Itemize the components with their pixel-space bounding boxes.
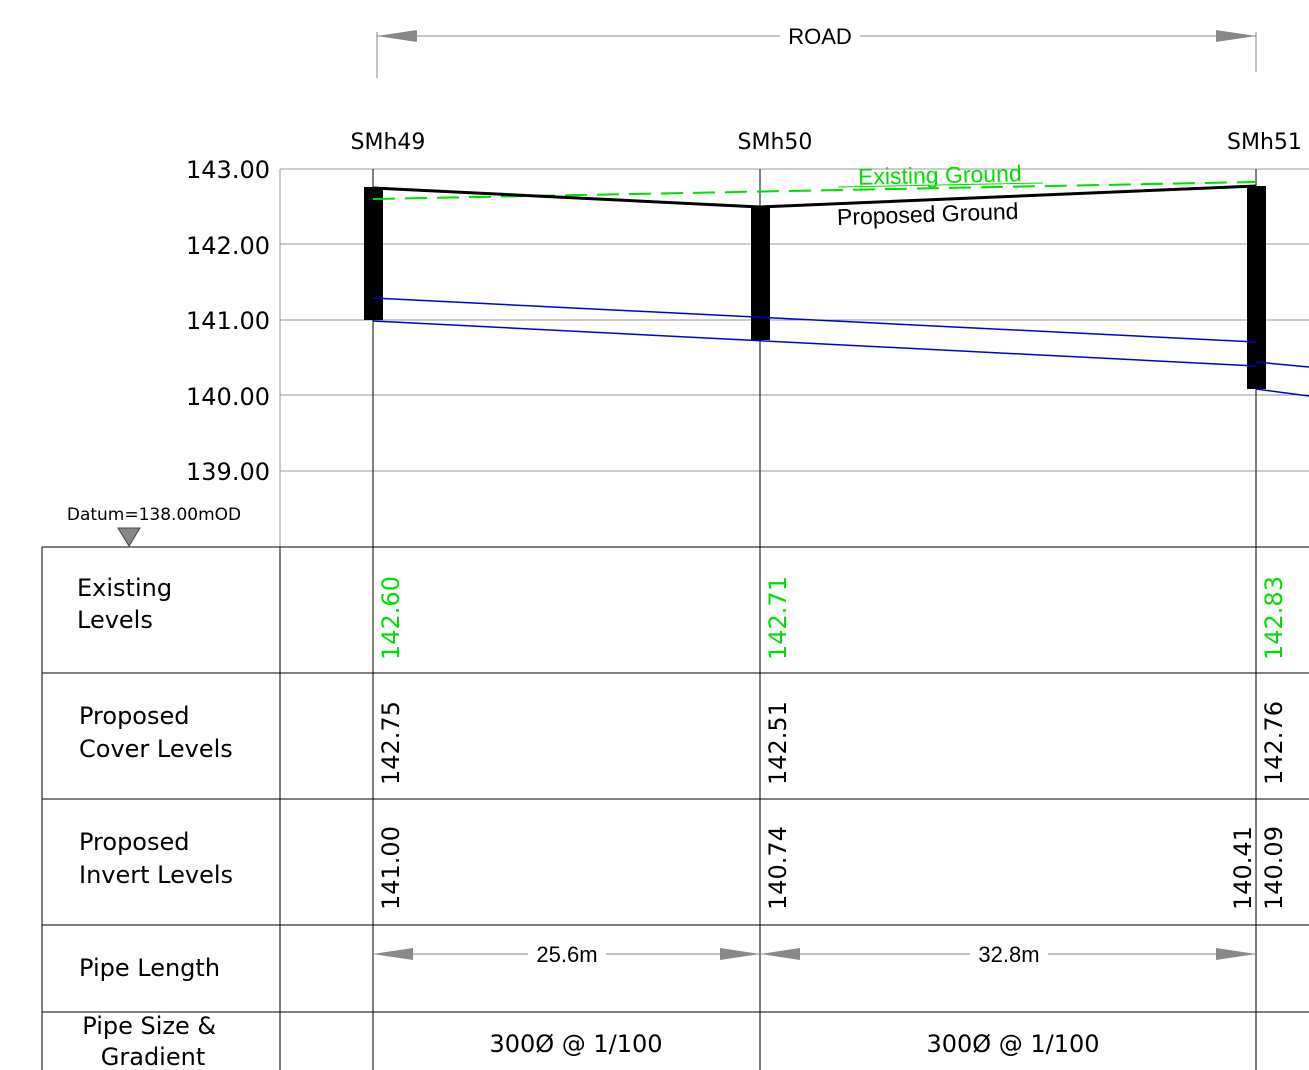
pipe-size-gradient-value: 300Ø @ 1/100 bbox=[489, 1030, 662, 1058]
proposed-ground-line bbox=[372, 184, 1257, 209]
pipe-length-dimension-2: 32.8m bbox=[760, 942, 1256, 967]
manhole-label-smh49: SMh49 bbox=[351, 130, 426, 155]
row-label-pipe-length: Pipe Length bbox=[79, 954, 220, 982]
row-label-pipe-size-gradient: Pipe Size & Gradient bbox=[82, 1012, 224, 1070]
elevation-grid bbox=[279, 168, 1309, 547]
manhole-chamber-smh51 bbox=[1247, 186, 1266, 389]
invert-level-value: 140.41 bbox=[1229, 826, 1257, 910]
pipe-length-dimension-1: 25.6m bbox=[373, 942, 760, 967]
cover-level-value: 142.75 bbox=[377, 701, 405, 785]
invert-level-value: 140.74 bbox=[764, 826, 792, 910]
datum-label: Datum=138.00mOD bbox=[67, 505, 241, 525]
manhole-label-smh50: SMh50 bbox=[738, 130, 813, 155]
row-label-cover-levels: Proposed Cover Levels bbox=[79, 702, 233, 763]
elevation-tick: 143.00 bbox=[186, 156, 270, 184]
pipe-length-value: 25.6m bbox=[536, 942, 597, 967]
elevation-tick: 139.00 bbox=[186, 458, 270, 486]
proposed-ground-label: Proposed Ground bbox=[837, 198, 1019, 230]
elevation-tick: 142.00 bbox=[186, 232, 270, 260]
cover-level-value: 142.76 bbox=[1260, 701, 1288, 785]
road-label: ROAD bbox=[788, 24, 852, 49]
manhole-chamber-smh50 bbox=[751, 206, 770, 340]
existing-level-value: 142.83 bbox=[1260, 576, 1288, 660]
existing-ground-label-underline bbox=[837, 182, 1044, 188]
pipe-size-gradient-value: 300Ø @ 1/100 bbox=[926, 1030, 1099, 1058]
manhole-label-smh51: SMh51 bbox=[1227, 130, 1302, 155]
elevation-tick: 141.00 bbox=[186, 307, 270, 335]
cover-level-value: 142.51 bbox=[764, 701, 792, 785]
existing-level-value: 142.71 bbox=[764, 576, 792, 660]
existing-level-value: 142.60 bbox=[377, 576, 405, 660]
road-dimension: ROAD bbox=[376, 24, 1257, 78]
datum-marker-icon bbox=[117, 527, 141, 547]
pipe-length-value: 32.8m bbox=[978, 942, 1039, 967]
level-table-grid bbox=[41, 546, 1309, 1070]
invert-level-value: 140.09 bbox=[1260, 826, 1288, 910]
manhole-chamber-smh49 bbox=[364, 187, 383, 320]
pipe-lines bbox=[372, 297, 1309, 397]
invert-level-value: 141.00 bbox=[377, 826, 405, 910]
elevation-tick: 140.00 bbox=[186, 383, 270, 411]
row-label-invert-levels: Proposed Invert Levels bbox=[79, 828, 233, 889]
row-label-existing-levels: Existing Levels bbox=[77, 574, 180, 634]
